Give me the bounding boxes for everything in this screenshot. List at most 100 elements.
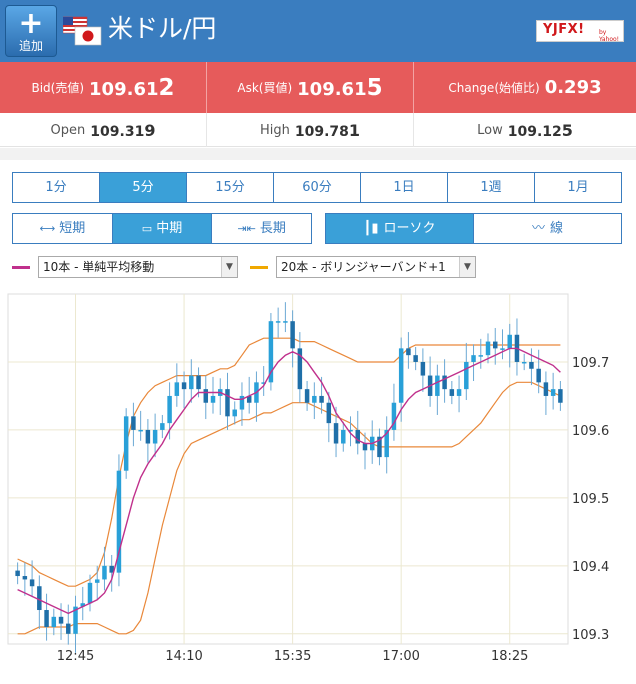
low-value-main: 109.12	[507, 123, 562, 140]
candle-body	[543, 382, 549, 396]
bollinger-lower-line	[17, 381, 561, 635]
candle-body	[73, 606, 78, 634]
change-value: 0.293	[544, 77, 602, 98]
low-value-last: 5	[561, 120, 573, 140]
candle-body	[312, 395, 317, 403]
open-value: 109.319	[90, 121, 155, 140]
currency-pair-title: 米ドル/円	[108, 14, 217, 43]
candle-body	[131, 416, 136, 430]
tab-term-mid[interactable]: ▭ 中期	[112, 214, 213, 243]
candle-body	[22, 576, 28, 580]
open-label: Open	[50, 122, 86, 138]
candle-body	[246, 395, 252, 403]
expand-arrows-icon: ⟷	[39, 222, 56, 235]
bid-cell: Bid(売値) 109.612	[0, 62, 207, 113]
candle-body	[550, 389, 556, 396]
candle-body	[456, 389, 462, 396]
y-tick-label: 109.7	[572, 356, 609, 371]
ask-value-main: 109.61	[297, 78, 367, 100]
high-value-main: 109.78	[294, 123, 349, 140]
candle-body	[442, 375, 447, 390]
term-long-label: 長期	[259, 221, 286, 236]
candle-body	[15, 570, 20, 577]
candle-body	[189, 375, 194, 390]
chevron-down-icon: ▼	[459, 257, 475, 277]
term-short-label: 短期	[59, 221, 86, 236]
section-gap	[0, 148, 636, 160]
tab-term-short[interactable]: ⟷ 短期	[13, 214, 113, 243]
candle-body	[348, 429, 353, 432]
candle-body	[521, 361, 527, 364]
candle-body	[268, 321, 274, 383]
y-tick-label: 109.5	[572, 492, 609, 507]
candle-body	[413, 355, 418, 362]
candle-body	[66, 623, 71, 634]
candle-body	[37, 586, 42, 611]
bollinger-select-value: 20本 - ボリンジャーバンド+1	[281, 260, 446, 274]
header-bar: + 追加 米ドル/円 YJFX! by Yahoo!	[0, 0, 636, 62]
tab-term-long[interactable]: ⇥⇤ 長期	[212, 214, 312, 243]
tab-timeframe-60m[interactable]: 60分	[274, 173, 361, 202]
candle-body	[232, 409, 237, 417]
candle-body	[406, 348, 411, 356]
candle-body	[145, 429, 151, 444]
tab-chart-line[interactable]: 〰線	[474, 214, 621, 243]
ma-swatch	[12, 265, 30, 269]
ask-value: 109.615	[297, 75, 382, 101]
candle-body	[507, 334, 512, 349]
bollinger-upper-line	[17, 337, 561, 587]
open-value-main: 109.31	[90, 123, 145, 140]
tab-timeframe-15m[interactable]: 15分	[187, 173, 274, 202]
candle-body	[478, 355, 484, 357]
tab-timeframe-1w[interactable]: 1週	[448, 173, 535, 202]
tab-timeframe-5m[interactable]: 5分	[100, 173, 187, 202]
candle-body	[116, 470, 122, 573]
candle-body	[319, 395, 324, 403]
candle-body	[210, 395, 216, 403]
tab-timeframe-1mo[interactable]: 1月	[535, 173, 621, 202]
chart-candle-label: ローソク	[383, 221, 436, 236]
candle-body	[275, 321, 281, 323]
candle-body	[493, 341, 498, 349]
candle-body	[58, 616, 64, 624]
tab-timeframe-1m[interactable]: 1分	[13, 173, 100, 202]
candle-body	[167, 395, 172, 424]
candle-body	[225, 389, 230, 417]
ask-value-last: 5	[366, 74, 383, 101]
candle-body	[341, 429, 346, 444]
candle-body	[536, 368, 541, 383]
candle-body	[123, 416, 129, 471]
candle-body	[333, 423, 339, 444]
chart-type-tabs: ┃▮ ローソク 〰線	[325, 213, 622, 244]
open-value-last: 9	[144, 120, 156, 140]
candle-body	[261, 382, 266, 384]
ma-select[interactable]: 10本 - 単純平均移動 ▼	[38, 256, 238, 278]
candle-body	[290, 321, 295, 349]
chart-plot-area	[7, 293, 569, 645]
candle-body	[87, 582, 93, 604]
candle-body	[464, 361, 469, 390]
candle-body	[529, 361, 534, 369]
candle-body	[152, 429, 158, 444]
tab-chart-candle[interactable]: ┃▮ ローソク	[326, 214, 474, 243]
candlestick-icon: ┃▮	[363, 221, 379, 236]
candle-body	[44, 610, 49, 628]
candle-body	[326, 402, 332, 424]
low-label: Low	[477, 122, 503, 138]
term-tabs: ⟷ 短期 ▭ 中期 ⇥⇤ 長期	[12, 213, 312, 244]
ma-select-value: 10本 - 単純平均移動	[43, 260, 155, 274]
price-chart[interactable]: 109.7 109.6 109.5 109.4 109.3 12:45 14:10 15:35…	[0, 290, 636, 684]
candle-body	[283, 321, 288, 323]
bollinger-select[interactable]: 20本 - ボリンジャーバンド+1 ▼	[276, 256, 476, 278]
candle-body	[485, 341, 491, 356]
line-chart-icon: 〰	[531, 221, 545, 236]
candle-body	[304, 389, 310, 403]
tab-timeframe-1d[interactable]: 1日	[361, 173, 448, 202]
high-cell: High 109.781	[207, 113, 414, 147]
y-tick-label: 109.6	[572, 424, 609, 439]
candle-body	[384, 429, 389, 458]
add-button[interactable]: + 追加	[5, 5, 57, 57]
candle-body	[138, 429, 143, 432]
low-value: 109.125	[508, 121, 573, 140]
